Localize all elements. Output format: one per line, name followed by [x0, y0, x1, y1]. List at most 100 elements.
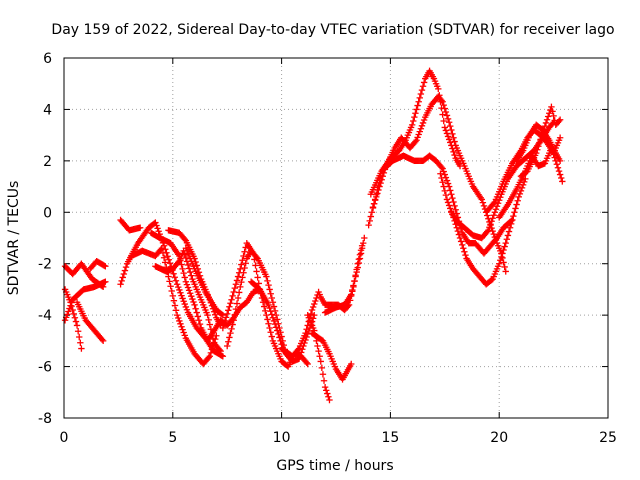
data-point: [356, 255, 364, 262]
x-tick-label: 25: [599, 430, 617, 446]
data-point: [491, 209, 499, 216]
data-point: [169, 292, 176, 300]
data-point: [274, 327, 281, 334]
data-point: [354, 264, 361, 271]
data-point: [438, 174, 445, 182]
data-point: [518, 184, 526, 192]
data-point: [182, 303, 190, 311]
data-point: [232, 281, 240, 288]
data-point: [515, 193, 522, 201]
data-point: [413, 137, 420, 144]
data-point: [374, 190, 381, 197]
data-point: [447, 205, 454, 212]
data-point: [206, 353, 213, 360]
data-point: [212, 311, 219, 318]
data-point: [193, 262, 200, 269]
y-tick-label: -2: [38, 257, 52, 273]
data-point: [503, 236, 511, 243]
data-point: [274, 316, 281, 323]
data-point: [177, 320, 184, 328]
data-point: [251, 256, 258, 263]
data-point: [225, 307, 232, 314]
data-point: [416, 94, 423, 102]
data-point: [207, 326, 215, 333]
data-point: [558, 174, 565, 182]
data-point: [316, 353, 323, 360]
data-point: [439, 165, 446, 172]
data-point: [488, 276, 495, 284]
data-point: [179, 265, 186, 273]
data-point: [490, 212, 497, 219]
data-point: [175, 283, 182, 291]
data-point: [447, 187, 454, 194]
data-point: [484, 228, 491, 235]
data-point: [253, 268, 260, 275]
data-point: [505, 228, 513, 235]
data-point: [66, 305, 73, 312]
data-point: [266, 324, 273, 332]
data-point: [268, 333, 276, 340]
data-point: [501, 263, 508, 271]
data-point: [555, 167, 563, 175]
data-point: [323, 387, 330, 394]
data-point: [242, 260, 249, 267]
data-point: [442, 108, 450, 116]
y-tick-label: -4: [38, 308, 52, 324]
y-tick-label: 2: [43, 154, 52, 170]
data-point: [196, 320, 204, 328]
data-point: [499, 250, 506, 257]
data-point: [118, 277, 125, 285]
data-point: [187, 268, 194, 276]
data-point: [303, 359, 310, 366]
data-point: [367, 213, 375, 220]
data-point: [315, 347, 322, 355]
data-point: [67, 302, 74, 309]
data-point: [410, 117, 417, 125]
data-point: [532, 149, 540, 157]
data-point: [420, 116, 428, 124]
data-point: [209, 335, 217, 342]
data-point: [511, 209, 518, 216]
x-tick-label: 10: [273, 430, 291, 446]
data-point: [181, 274, 188, 281]
data-point: [366, 217, 373, 225]
data-point: [260, 303, 268, 310]
data-point: [376, 183, 383, 190]
data-point: [556, 171, 564, 178]
data-point: [304, 360, 311, 368]
data-point: [226, 334, 233, 341]
data-point: [534, 146, 541, 153]
data-point: [184, 284, 192, 291]
data-point: [190, 298, 197, 306]
data-point: [313, 294, 320, 302]
data-point: [353, 268, 360, 276]
data-point: [439, 179, 446, 186]
data-point: [102, 263, 109, 270]
data-point: [325, 393, 332, 400]
data-point: [317, 358, 324, 365]
data-point: [314, 342, 321, 350]
data-point: [136, 224, 144, 231]
data-point: [269, 299, 277, 306]
data-point: [168, 287, 175, 295]
data-point: [445, 202, 453, 209]
data-point: [180, 269, 187, 277]
data-point: [478, 196, 485, 203]
data-point: [357, 250, 365, 257]
data-point: [312, 297, 319, 305]
data-point: [355, 259, 363, 267]
data-point: [178, 323, 185, 330]
data-point: [222, 314, 230, 321]
x-tick-label: 20: [490, 430, 508, 446]
data-point: [487, 221, 494, 228]
data-point: [445, 183, 453, 190]
data-point: [121, 267, 129, 274]
data-point: [450, 148, 457, 156]
data-point: [166, 260, 174, 267]
data-point: [535, 143, 542, 150]
data-point: [234, 294, 242, 302]
data-point: [504, 232, 512, 239]
data-point: [444, 115, 452, 123]
data-point: [64, 311, 71, 318]
data-point: [276, 334, 283, 341]
